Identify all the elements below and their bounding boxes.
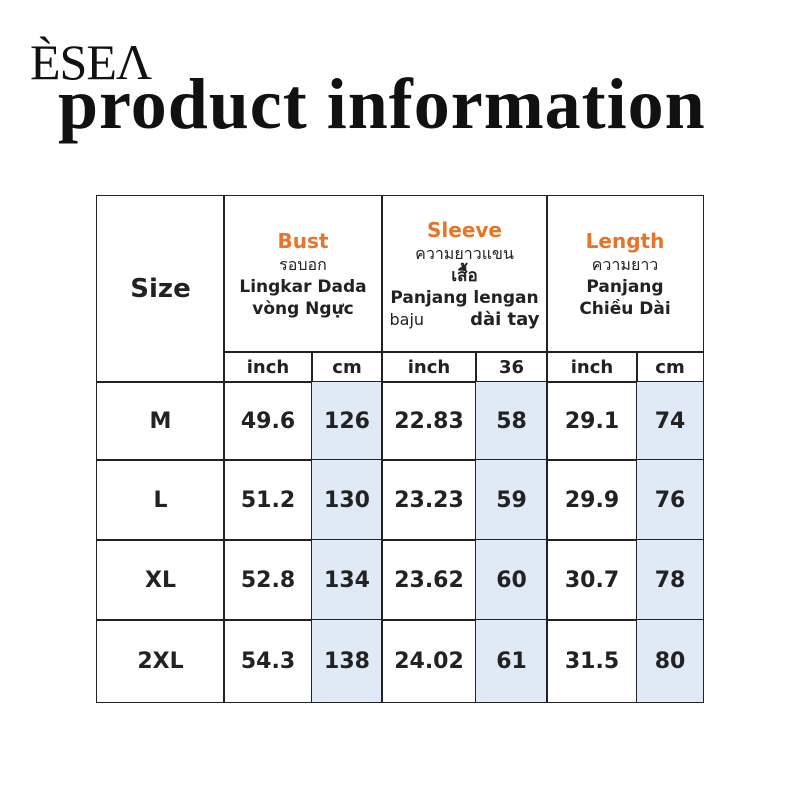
group-line: vòng Ngực (252, 299, 354, 319)
data-cell: 74 (636, 381, 704, 461)
size-cell: 2XL (96, 619, 225, 703)
data-cell: 22.83 (381, 381, 477, 461)
data-cell: 31.5 (546, 619, 638, 703)
data-cell: 61 (475, 619, 548, 703)
size-cell: M (96, 381, 225, 461)
data-cell: 30.7 (546, 539, 638, 621)
data-cell: 52.8 (223, 539, 313, 621)
group-header: Bust รอบอก Lingkar Dada vòng Ngực (223, 195, 383, 353)
brand-logo: ÈSEΛ (30, 34, 152, 90)
unit-cell: inch (223, 351, 313, 383)
unit-cell: 36 (475, 351, 548, 383)
group-line: เสื้อ (451, 266, 478, 286)
group-tail-text: dài tay (470, 309, 540, 330)
data-cell: 59 (475, 459, 548, 541)
group-tail-text: baju (389, 310, 425, 329)
data-cell: 76 (636, 459, 704, 541)
group-line: รอบอก (279, 255, 327, 274)
data-cell: 29.9 (546, 459, 638, 541)
data-cell: 60 (475, 539, 548, 621)
group-header: Length ความยาว Panjang Chiều Dài (546, 195, 704, 353)
data-cell: 51.2 (223, 459, 313, 541)
size-header: Size (96, 195, 225, 383)
data-cell: 49.6 (223, 381, 313, 461)
size-cell: L (96, 459, 225, 541)
unit-cell: inch (546, 351, 638, 383)
group-line: ความยาว (591, 255, 659, 274)
group-header: Sleeve ความยาวแขนเสื้อ Panjang lengan baju d… (381, 195, 548, 353)
group-name: Sleeve (427, 218, 502, 242)
group-line: Chiều Dài (579, 299, 671, 319)
unit-cell: cm (311, 351, 383, 383)
data-cell: 134 (311, 539, 383, 621)
data-cell: 126 (311, 381, 383, 461)
data-cell: 23.62 (381, 539, 477, 621)
data-cell: 58 (475, 381, 548, 461)
data-cell: 78 (636, 539, 704, 621)
group-tail: baju dài tay (390, 309, 540, 331)
data-cell: 130 (311, 459, 383, 541)
group-name: Length (585, 229, 665, 253)
data-cell: 54.3 (223, 619, 313, 703)
data-cell: 24.02 (381, 619, 477, 703)
size-cell: XL (96, 539, 225, 621)
data-cell: 23.23 (381, 459, 477, 541)
group-line: ความยาวแขน (415, 244, 514, 263)
data-cell: 138 (311, 619, 383, 703)
data-cell: 29.1 (546, 381, 638, 461)
unit-cell: inch (381, 351, 477, 383)
unit-cell: cm (636, 351, 704, 383)
group-line: Panjang lengan (390, 288, 539, 308)
data-cell: 80 (636, 619, 704, 703)
group-line: Panjang (586, 277, 664, 297)
group-line: Lingkar Dada (239, 277, 367, 297)
group-name: Bust (277, 229, 329, 253)
page-title: product information (58, 64, 706, 144)
